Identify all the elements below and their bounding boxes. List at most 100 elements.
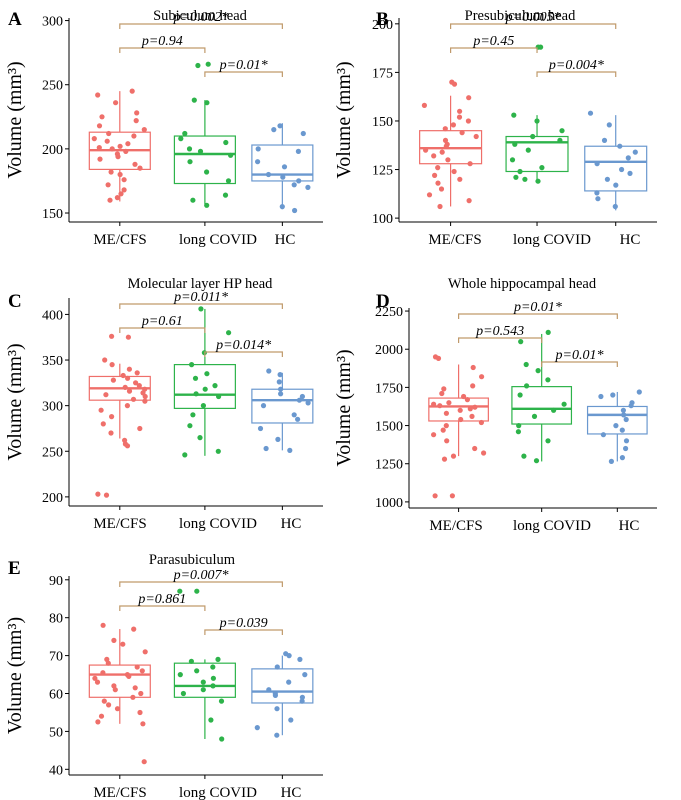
y-tick-label: 175 bbox=[372, 66, 393, 81]
data-point bbox=[125, 141, 131, 147]
data-point bbox=[133, 118, 139, 124]
data-point bbox=[513, 174, 519, 180]
data-point bbox=[223, 139, 229, 146]
x-tick-label: HC bbox=[275, 232, 296, 248]
data-point bbox=[464, 397, 470, 403]
data-point bbox=[606, 122, 612, 128]
data-point bbox=[450, 453, 457, 459]
y-tick-label: 150 bbox=[372, 115, 393, 130]
data-point bbox=[561, 401, 567, 407]
x-tick-label: long COVID bbox=[513, 518, 591, 534]
data-point bbox=[459, 130, 465, 136]
data-point bbox=[117, 171, 123, 178]
data-point bbox=[287, 447, 293, 453]
data-point bbox=[516, 423, 522, 429]
panel-title: Parasubiculum bbox=[149, 552, 236, 568]
data-point bbox=[431, 153, 437, 159]
x-tick-label: HC bbox=[620, 232, 641, 248]
data-point bbox=[100, 670, 106, 676]
y-tick-label: 200 bbox=[372, 18, 393, 33]
data-point bbox=[120, 641, 126, 647]
data-point bbox=[97, 156, 103, 162]
data-point bbox=[299, 393, 305, 400]
panel-b: B Presubiculum head Volume (mm³) 100 125 150 1… bbox=[333, 8, 657, 248]
data-point bbox=[205, 61, 211, 67]
data-point bbox=[132, 161, 138, 167]
data-point bbox=[194, 668, 200, 674]
data-point bbox=[137, 709, 143, 716]
data-point bbox=[431, 432, 437, 438]
data-point bbox=[617, 143, 623, 149]
p-value-label: p=0.011* bbox=[173, 290, 228, 305]
data-point bbox=[478, 419, 484, 426]
data-point bbox=[524, 383, 530, 389]
data-point bbox=[443, 423, 449, 429]
data-point bbox=[601, 137, 608, 143]
significance-bracket: p=0.861 bbox=[119, 592, 206, 611]
data-point bbox=[190, 197, 196, 203]
data-point bbox=[604, 176, 611, 182]
box-iqr bbox=[251, 144, 314, 182]
data-point bbox=[102, 357, 108, 363]
y-axis-label: Volume (mm³) bbox=[333, 61, 355, 178]
bracket-line bbox=[204, 351, 283, 357]
data-point bbox=[138, 690, 144, 697]
p-value-label: p=0.014* bbox=[215, 338, 271, 353]
data-point bbox=[204, 169, 210, 175]
data-point bbox=[114, 195, 120, 201]
data-point bbox=[263, 445, 269, 452]
data-point bbox=[612, 203, 618, 210]
data-point bbox=[177, 672, 183, 678]
data-point bbox=[435, 355, 442, 361]
data-point bbox=[103, 492, 110, 498]
data-point bbox=[276, 379, 282, 385]
data-point bbox=[104, 138, 110, 144]
x-tick-label: ME/CFS bbox=[428, 232, 481, 248]
y-tick-label: 2000 bbox=[375, 343, 403, 358]
data-point bbox=[481, 450, 487, 456]
box-iqr bbox=[584, 145, 648, 192]
data-point bbox=[113, 100, 119, 106]
y-tick-label: 250 bbox=[42, 445, 63, 460]
significance-bracket: p=0.01* bbox=[541, 348, 618, 367]
data-point bbox=[106, 130, 112, 137]
data-point bbox=[192, 375, 199, 381]
data-point bbox=[479, 374, 485, 380]
data-point bbox=[451, 81, 458, 87]
data-point bbox=[472, 404, 478, 410]
data-point bbox=[109, 333, 115, 339]
significance-bracket: p=0.002* bbox=[119, 10, 283, 29]
y-tick-label: 350 bbox=[42, 354, 63, 369]
y-tick-label: 70 bbox=[49, 650, 63, 665]
data-point bbox=[204, 100, 210, 106]
data-point bbox=[291, 182, 297, 188]
data-point bbox=[279, 204, 285, 210]
p-value-label: p=0.01* bbox=[219, 58, 268, 73]
data-point bbox=[123, 148, 129, 154]
data-point bbox=[443, 410, 449, 416]
data-point bbox=[137, 425, 143, 432]
data-point bbox=[204, 202, 210, 208]
data-point bbox=[115, 154, 121, 160]
data-point bbox=[435, 180, 441, 186]
data-point bbox=[108, 430, 114, 436]
panel-title: Whole hippocampal head bbox=[448, 276, 597, 292]
y-axis-label: Volume (mm³) bbox=[4, 343, 26, 460]
data-point bbox=[99, 114, 105, 120]
p-value-label: p=0.007* bbox=[173, 568, 229, 583]
bracket-line bbox=[204, 71, 283, 77]
x-tick-label: long COVID bbox=[179, 785, 257, 800]
data-point bbox=[200, 403, 206, 409]
data-point bbox=[466, 95, 472, 101]
box-iqr bbox=[586, 405, 648, 435]
data-point bbox=[432, 172, 438, 178]
data-point bbox=[551, 407, 557, 413]
data-point bbox=[96, 145, 102, 151]
data-point bbox=[457, 108, 463, 114]
data-point bbox=[178, 136, 184, 142]
data-point bbox=[210, 683, 216, 689]
panel-label: A bbox=[8, 9, 22, 30]
data-point bbox=[139, 668, 145, 674]
data-point bbox=[619, 427, 625, 433]
data-point bbox=[95, 92, 101, 98]
